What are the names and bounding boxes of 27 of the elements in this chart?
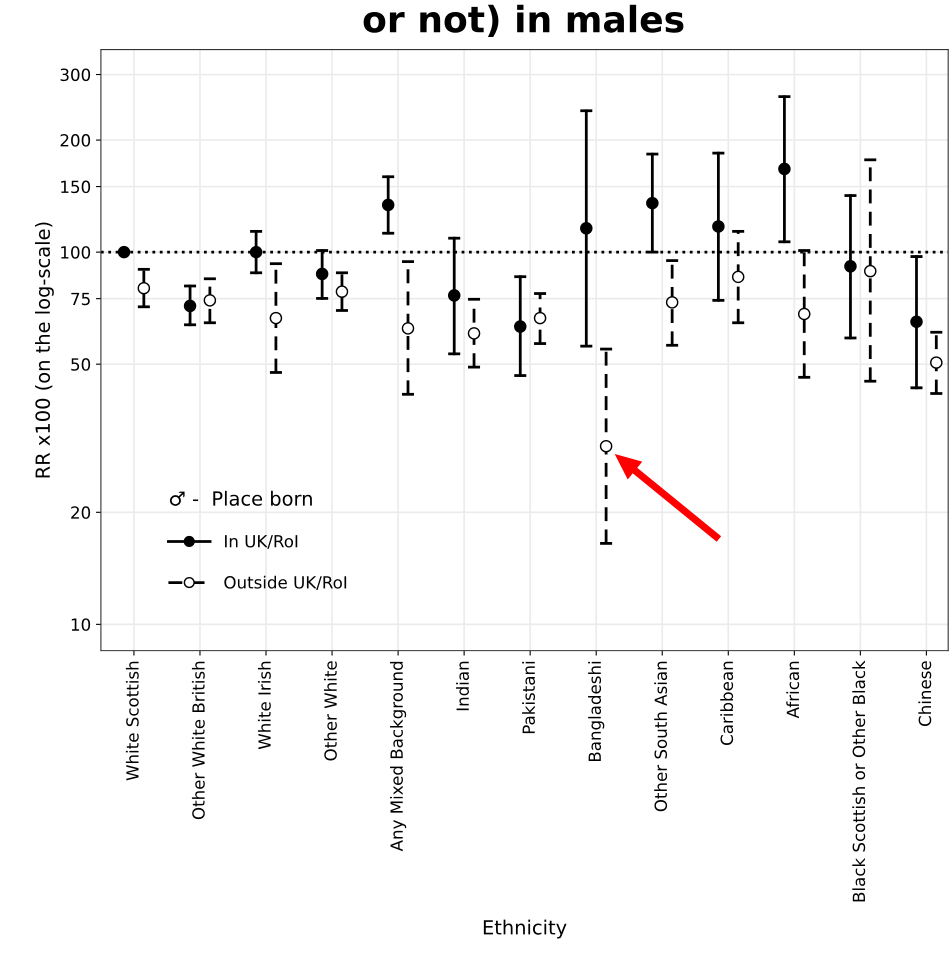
x-tick-label: White Irish xyxy=(258,662,271,750)
y-tick-label: 200 xyxy=(60,134,90,147)
x-tick-label: Other White xyxy=(324,661,337,760)
y-tick-label: 100 xyxy=(61,246,90,259)
x-axis-title: Ethnicity xyxy=(484,920,567,938)
y-tick-label: 20 xyxy=(71,506,90,519)
legend-label: In UK/RoI xyxy=(225,535,298,549)
x-tick-label: Other White British xyxy=(192,662,205,820)
x-tick-label: White Scottish xyxy=(126,662,139,780)
x-tick-label: Black Scottish or Other Black xyxy=(852,660,866,902)
y-tick-label: 300 xyxy=(60,68,90,82)
y-tick-label: 150 xyxy=(61,180,90,194)
chart-title: or not) in males xyxy=(364,4,684,37)
x-tick-label: Pakistani xyxy=(522,662,535,734)
y-tick-label: 50 xyxy=(71,358,90,371)
x-tick-label: African xyxy=(786,662,800,718)
y-tick-label: 10 xyxy=(72,618,90,631)
x-tick-label: Caribbean xyxy=(720,662,734,745)
legend-label: Outside UK/RoI xyxy=(224,576,346,590)
x-tick-label: Indian xyxy=(456,662,469,710)
y-axis-title: RR x100 (on the log-scale) xyxy=(35,222,54,478)
y-tick-label: 75 xyxy=(71,292,90,306)
x-tick-label: Other South Asian xyxy=(654,662,668,812)
x-tick-label: Chinese xyxy=(918,661,932,726)
x-tick-label: Any Mixed Background xyxy=(390,662,406,852)
x-tick-label: Bangladeshi xyxy=(588,662,604,762)
legend-title: ♂ - Place born xyxy=(170,490,312,506)
